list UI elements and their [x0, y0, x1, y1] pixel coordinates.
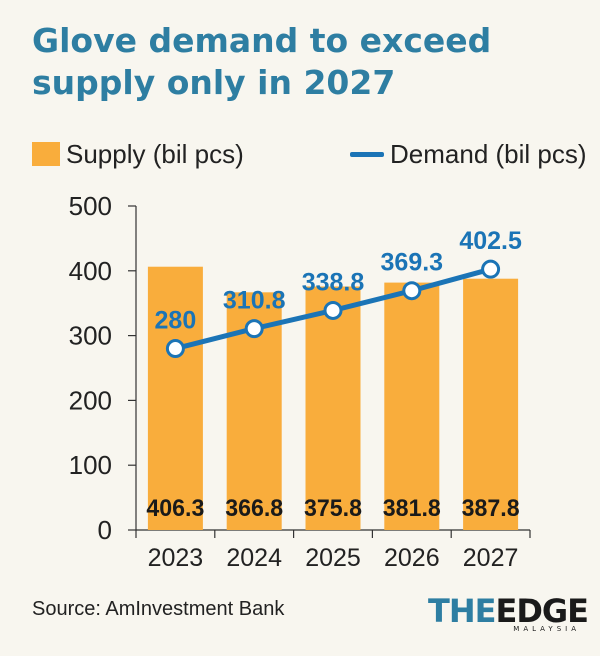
chart-svg: 0 100 200 300 400 500 2023 2024 2025 2026 2027 406.… — [69, 191, 531, 572]
chart-title: Glove demand to exceed supply only in 20… — [32, 21, 492, 102]
y-tick-label: 200 — [69, 385, 112, 415]
demand-value-label: 338.8 — [302, 268, 365, 296]
legend-swatch-demand — [350, 151, 384, 157]
demand-point — [244, 319, 264, 339]
demand-value-label: 402.5 — [459, 227, 522, 255]
x-tick-label: 2023 — [148, 544, 204, 572]
demand-point — [481, 259, 501, 279]
supply-value-label: 387.8 — [462, 495, 520, 522]
legend: Supply (bil pcs) Demand (bil pcs) — [32, 136, 592, 172]
y-tick-label: 0 — [98, 515, 112, 545]
x-tick-label: 2026 — [384, 544, 440, 572]
demand-value-label: 280 — [155, 307, 197, 335]
logo-sub: MALAYSIA — [513, 625, 580, 633]
legend-item-demand: Demand (bil pcs) — [350, 136, 587, 172]
logo-edge: EDGE — [495, 592, 589, 630]
x-tick-label: 2025 — [305, 544, 361, 572]
x-tick-label: 2027 — [463, 544, 519, 572]
source-note: Source: AmInvestment Bank — [32, 598, 285, 620]
demand-point — [165, 339, 185, 359]
logo-the: THE — [428, 592, 496, 630]
legend-label-demand: Demand (bil pcs) — [390, 138, 587, 169]
legend-swatch-supply — [32, 142, 60, 166]
x-tick-label: 2024 — [226, 544, 282, 572]
supply-bar — [384, 282, 440, 530]
publisher-logo: THEEDGE MALAYSIA — [428, 592, 589, 645]
supply-value-label: 366.8 — [225, 495, 283, 522]
legend-label-supply: Supply (bil pcs) — [66, 138, 244, 169]
supply-bar — [305, 286, 361, 530]
y-tick-label: 500 — [69, 191, 112, 221]
supply-value-label: 375.8 — [304, 495, 362, 522]
y-tick-label: 100 — [69, 450, 112, 480]
supply-value-label: 406.3 — [146, 495, 204, 522]
supply-bar — [463, 278, 519, 530]
supply-bar — [147, 266, 203, 530]
supply-value-label: 381.8 — [383, 495, 441, 522]
demand-value-label: 310.8 — [223, 287, 286, 315]
demand-point — [323, 300, 343, 320]
y-tick-label: 300 — [69, 321, 112, 351]
demand-value-label: 369.3 — [381, 249, 444, 277]
legend-item-supply: Supply (bil pcs) — [32, 136, 244, 172]
y-tick-label: 400 — [69, 256, 112, 286]
demand-point — [402, 281, 422, 301]
